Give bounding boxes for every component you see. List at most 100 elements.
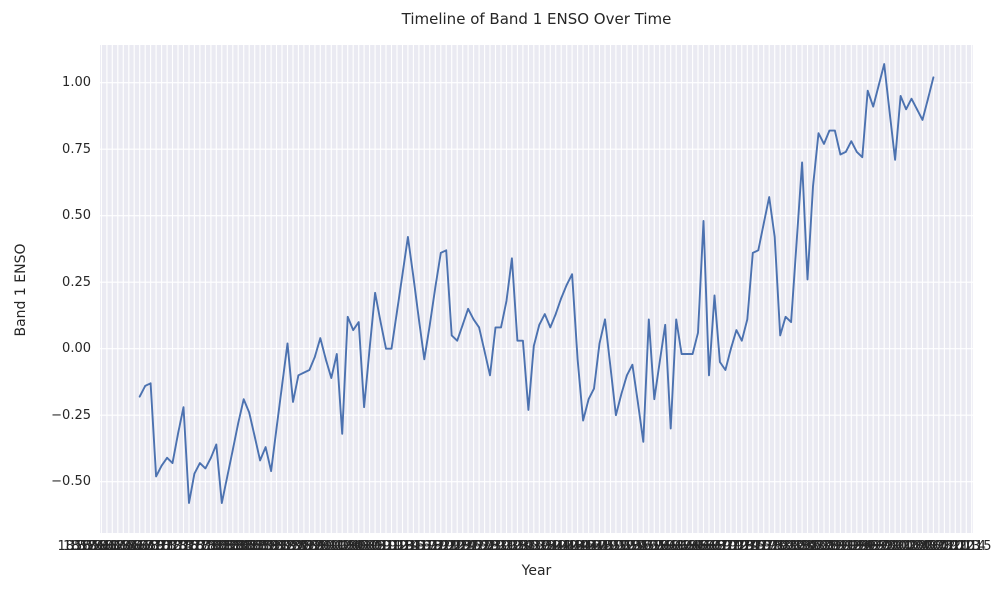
x-tick-label: 1977 [743, 539, 776, 554]
x-tick-label: 1975 [732, 539, 765, 554]
x-tick-label: 1988 [805, 539, 838, 554]
x-tick-label: 1879 [188, 539, 221, 554]
x-tick-label: 1967 [686, 539, 719, 554]
x-tick-label: 1865 [108, 539, 141, 554]
x-tick-label: 1978 [749, 539, 782, 554]
x-tick-label: 1935 [505, 539, 538, 554]
x-tick-label: 2003 [890, 539, 923, 554]
x-tick-label: 1859 [74, 539, 107, 554]
x-tick-label: 1896 [284, 539, 317, 554]
x-tick-label: 1861 [86, 539, 119, 554]
x-tick-label: 1897 [290, 539, 323, 554]
x-tick-label: 1987 [800, 539, 833, 554]
x-tick-label: 1858 [69, 539, 102, 554]
x-tick-label: 1966 [681, 539, 714, 554]
x-axis-label: Year [521, 563, 552, 579]
x-tick-label: 1949 [584, 539, 617, 554]
x-tick-label: 1961 [652, 539, 685, 554]
x-tick-label: 1922 [431, 539, 464, 554]
x-tick-label: 2004 [896, 539, 929, 554]
y-tick-label: 1.00 [62, 75, 91, 91]
x-tick-label: 1923 [437, 539, 470, 554]
y-tick-label: −0.25 [51, 407, 91, 423]
x-tick-label: 1925 [448, 539, 481, 554]
x-tick-label: 2014 [953, 539, 986, 554]
x-tick-label: 1940 [533, 539, 566, 554]
x-tick-label: 1868 [125, 539, 158, 554]
x-tick-label: 1964 [669, 539, 702, 554]
y-tick-label: 0.00 [62, 341, 91, 357]
x-tick-label: 1951 [596, 539, 629, 554]
x-tick-label: 1959 [641, 539, 674, 554]
x-tick-label: 1893 [267, 539, 300, 554]
x-tick-label: 1864 [103, 539, 136, 554]
x-tick-label: 1934 [499, 539, 532, 554]
x-tick-label: 2011 [936, 539, 969, 554]
x-tick-label: 1887 [233, 539, 266, 554]
x-tick-label: 1916 [397, 539, 430, 554]
horizontal-gridlines [100, 82, 973, 483]
x-tick-label: 2013 [947, 539, 980, 554]
x-tick-label: 2012 [941, 539, 974, 554]
x-tick-label: 1953 [607, 539, 640, 554]
x-tick-label: 1982 [771, 539, 804, 554]
x-tick-label: 1974 [726, 539, 759, 554]
x-tick-label: 1901 [312, 539, 345, 554]
x-tick-label: 1914 [386, 539, 419, 554]
x-tick-label: 1952 [601, 539, 634, 554]
x-tick-label: 1884 [216, 539, 249, 554]
enso-line [138, 63, 935, 504]
y-axis-label: Band 1 ENSO [13, 243, 29, 337]
x-tick-label: 1939 [528, 539, 561, 554]
x-tick-label: 1995 [845, 539, 878, 554]
x-tick-label: 1956 [624, 539, 657, 554]
x-tick-label: 1943 [550, 539, 583, 554]
x-tick-label: 1958 [635, 539, 668, 554]
x-tick-label: 1895 [278, 539, 311, 554]
x-tick-label: 1871 [142, 539, 175, 554]
x-tick-label: 2007 [913, 539, 946, 554]
x-tick-label: 1983 [777, 539, 810, 554]
x-tick-label: 1937 [516, 539, 549, 554]
x-tick-label: 1994 [839, 539, 872, 554]
x-tick-label: 1941 [539, 539, 572, 554]
x-tick-label: 1913 [380, 539, 413, 554]
x-tick-label: 1926 [454, 539, 487, 554]
x-tick-label: 1971 [709, 539, 742, 554]
x-tick-label: 1918 [409, 539, 442, 554]
x-tick-label: 1936 [511, 539, 544, 554]
x-tick-label: 1915 [392, 539, 425, 554]
x-tick-label: 1931 [482, 539, 515, 554]
x-tick-label: 1902 [318, 539, 351, 554]
x-tick-label: 2008 [919, 539, 952, 554]
x-tick-label: 1955 [618, 539, 651, 554]
x-tick-label: 1857 [63, 539, 96, 554]
x-tick-label: 2010 [930, 539, 963, 554]
x-tick-label: 1882 [205, 539, 238, 554]
x-tick-label: 1872 [148, 539, 181, 554]
x-tick-label: 1906 [341, 539, 374, 554]
x-tick-label: 2009 [924, 539, 957, 554]
x-tick-label: 1905 [335, 539, 368, 554]
x-tick-label: 1869 [131, 539, 164, 554]
x-tick-label: 2015 [958, 539, 991, 554]
x-tick-label: 1965 [675, 539, 708, 554]
x-tick-label: 1948 [579, 539, 612, 554]
x-tick-label: 1881 [199, 539, 232, 554]
x-tick-label: 1979 [754, 539, 787, 554]
x-tick-label: 1889 [244, 539, 277, 554]
x-tick-label: 1942 [545, 539, 578, 554]
x-tick-label: 1867 [120, 539, 153, 554]
x-tick-label: 1892 [261, 539, 294, 554]
vertical-gridlines [100, 45, 973, 533]
y-tick-label: −0.50 [51, 474, 91, 490]
y-tick-label: 0.75 [62, 141, 91, 157]
x-tick-label: 1997 [856, 539, 889, 554]
x-tick-label: 1900 [307, 539, 340, 554]
x-tick-label: 1976 [737, 539, 770, 554]
x-tick-label: 1880 [193, 539, 226, 554]
y-tick-label: 0.50 [62, 208, 91, 224]
x-tick-label: 1970 [703, 539, 736, 554]
x-tick-label: 2006 [907, 539, 940, 554]
